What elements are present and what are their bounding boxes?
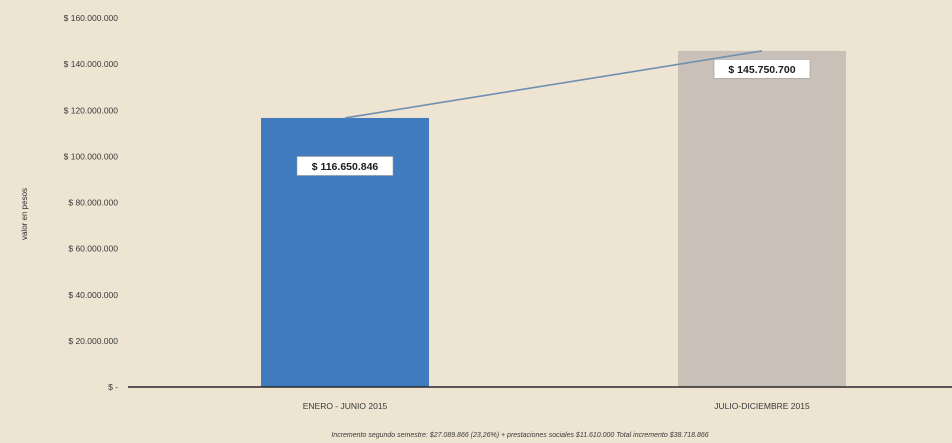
trend-line	[344, 50, 763, 119]
y-tick-label: $ 40.000.000	[68, 290, 118, 300]
bars	[261, 50, 846, 387]
y-tick-label: $ 120.000.000	[64, 105, 119, 115]
y-tick-label: $ -	[108, 382, 118, 392]
x-axis-labels: ENERO - JUNIO 2015 JULIO-DICIEMBRE 2015	[303, 401, 810, 411]
y-tick-label: $ 100.000.000	[64, 151, 119, 161]
data-label-text: $ 145.750.700	[728, 64, 795, 76]
data-label: $ 116.650.846	[296, 156, 394, 176]
data-labels: $ 116.650.846 $ 145.750.700	[296, 59, 811, 176]
bar	[678, 50, 846, 387]
y-tick-label: $ 60.000.000	[68, 244, 118, 254]
data-label: $ 145.750.700	[713, 59, 811, 79]
y-tick-label: $ 160.000.000	[64, 13, 119, 23]
x-tick-label: JULIO-DICIEMBRE 2015	[714, 401, 810, 411]
y-axis-label: valor en pesos	[20, 188, 29, 240]
chart-footnote: Incremento segundo semestre: $27.089.866…	[331, 432, 708, 439]
x-tick-label: ENERO - JUNIO 2015	[303, 401, 388, 411]
y-tick-label: $ 140.000.000	[64, 59, 119, 69]
y-axis-ticks: $ - $ 20.000.000 $ 40.000.000 $ 60.000.000 $…	[64, 13, 119, 392]
y-tick-label: $ 80.000.000	[68, 198, 118, 208]
y-tick-label: $ 20.000.000	[68, 336, 118, 346]
data-label-text: $ 116.650.846	[312, 161, 379, 173]
